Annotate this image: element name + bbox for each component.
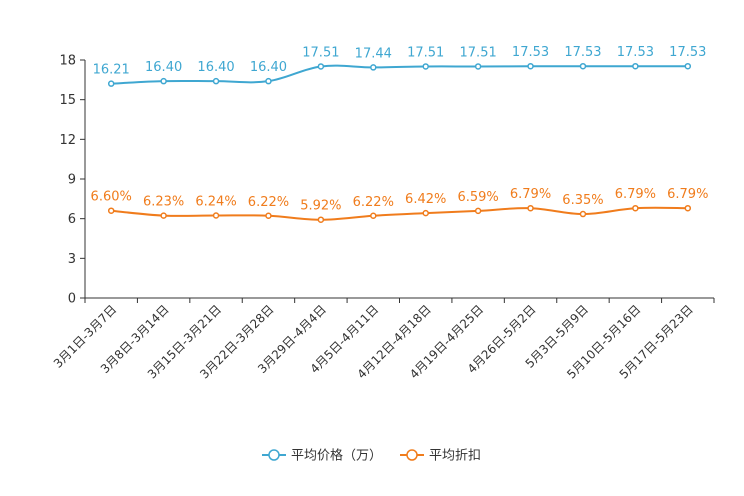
data-label: 17.51: [460, 45, 497, 60]
data-point[interactable]: [632, 204, 639, 212]
data-label: 17.44: [355, 46, 392, 61]
data-label: 16.40: [250, 60, 287, 75]
data-point[interactable]: [317, 63, 325, 70]
y-tick-label: 3: [68, 252, 76, 267]
legend-label: 平均价格（万）: [291, 448, 382, 464]
data-point[interactable]: [107, 207, 115, 214]
data-label: 17.53: [617, 45, 654, 60]
data-label: 6.23%: [143, 195, 184, 210]
data-point[interactable]: [474, 207, 482, 215]
series-line: [111, 206, 688, 221]
data-point[interactable]: [370, 64, 377, 71]
data-point[interactable]: [317, 216, 325, 223]
legend[interactable]: 平均价格（万） 平均折扣: [262, 448, 481, 464]
data-label: 17.51: [302, 45, 339, 60]
data-label: 17.53: [512, 45, 549, 60]
data-label: 6.42%: [405, 192, 446, 207]
y-tick-label: 9: [68, 173, 76, 188]
data-point[interactable]: [579, 210, 587, 218]
x-tick-labels: 3月1日-3月7日3月8日-3月14日3月15日-3月21日3月22日-3月28…: [51, 302, 696, 381]
series-average-discount: 6.60% 6.23% 6.24% 6.22% 5.92% 6.22% 6.42% 6.59%…: [91, 187, 708, 223]
data-point[interactable]: [527, 204, 534, 212]
data-point[interactable]: [107, 80, 115, 87]
data-label: 6.79%: [510, 187, 551, 202]
legend-label: 平均折扣: [429, 449, 481, 464]
data-label: 17.53: [669, 45, 706, 60]
data-label: 6.35%: [562, 193, 603, 208]
data-label: 6.60%: [91, 190, 132, 205]
data-point[interactable]: [160, 77, 167, 85]
data-label: 16.40: [145, 60, 182, 75]
y-tick-label: 18: [59, 54, 76, 69]
y-tick-label: 15: [59, 93, 76, 108]
data-point[interactable]: [422, 63, 429, 70]
y-tick-label: 0: [68, 292, 76, 307]
data-label: 6.79%: [615, 187, 656, 202]
series-line: [111, 64, 688, 85]
legend-marker-icon: [406, 449, 418, 461]
series-average-price: 16.21 16.40 16.40 16.40 17.51 17.44 17.51 17.51…: [93, 45, 706, 87]
data-point[interactable]: [370, 212, 377, 220]
series-group: 16.21 16.40 16.40 16.40 17.51 17.44 17.51 17.51…: [91, 45, 708, 223]
data-label: 6.59%: [457, 190, 498, 205]
data-point[interactable]: [684, 204, 692, 212]
data-point[interactable]: [632, 62, 639, 70]
data-point[interactable]: [527, 62, 534, 70]
data-label: 6.79%: [667, 187, 708, 202]
data-label: 17.51: [407, 45, 444, 60]
data-label: 16.21: [93, 63, 130, 78]
data-point[interactable]: [474, 63, 482, 70]
data-label: 5.92%: [300, 199, 341, 214]
data-label: 17.53: [564, 45, 601, 60]
y-tick-label: 6: [68, 212, 76, 227]
legend-item-average-discount[interactable]: 平均折扣: [400, 449, 481, 464]
data-label: 16.40: [197, 60, 234, 75]
data-label: 6.22%: [353, 195, 394, 210]
data-point[interactable]: [684, 62, 692, 70]
data-point[interactable]: [265, 77, 272, 85]
data-point[interactable]: [160, 212, 167, 219]
data-point[interactable]: [579, 62, 587, 70]
data-label: 6.24%: [195, 194, 236, 209]
data-point[interactable]: [212, 77, 220, 85]
y-tick-label: 12: [59, 133, 76, 148]
legend-marker-icon: [268, 449, 280, 461]
axes: 0 3 6 9 12 15 18: [59, 54, 715, 307]
data-point[interactable]: [265, 212, 272, 220]
data-label: 6.22%: [248, 195, 289, 210]
data-point[interactable]: [212, 212, 220, 219]
data-point[interactable]: [422, 209, 429, 217]
legend-item-average-price[interactable]: 平均价格（万）: [262, 448, 382, 464]
